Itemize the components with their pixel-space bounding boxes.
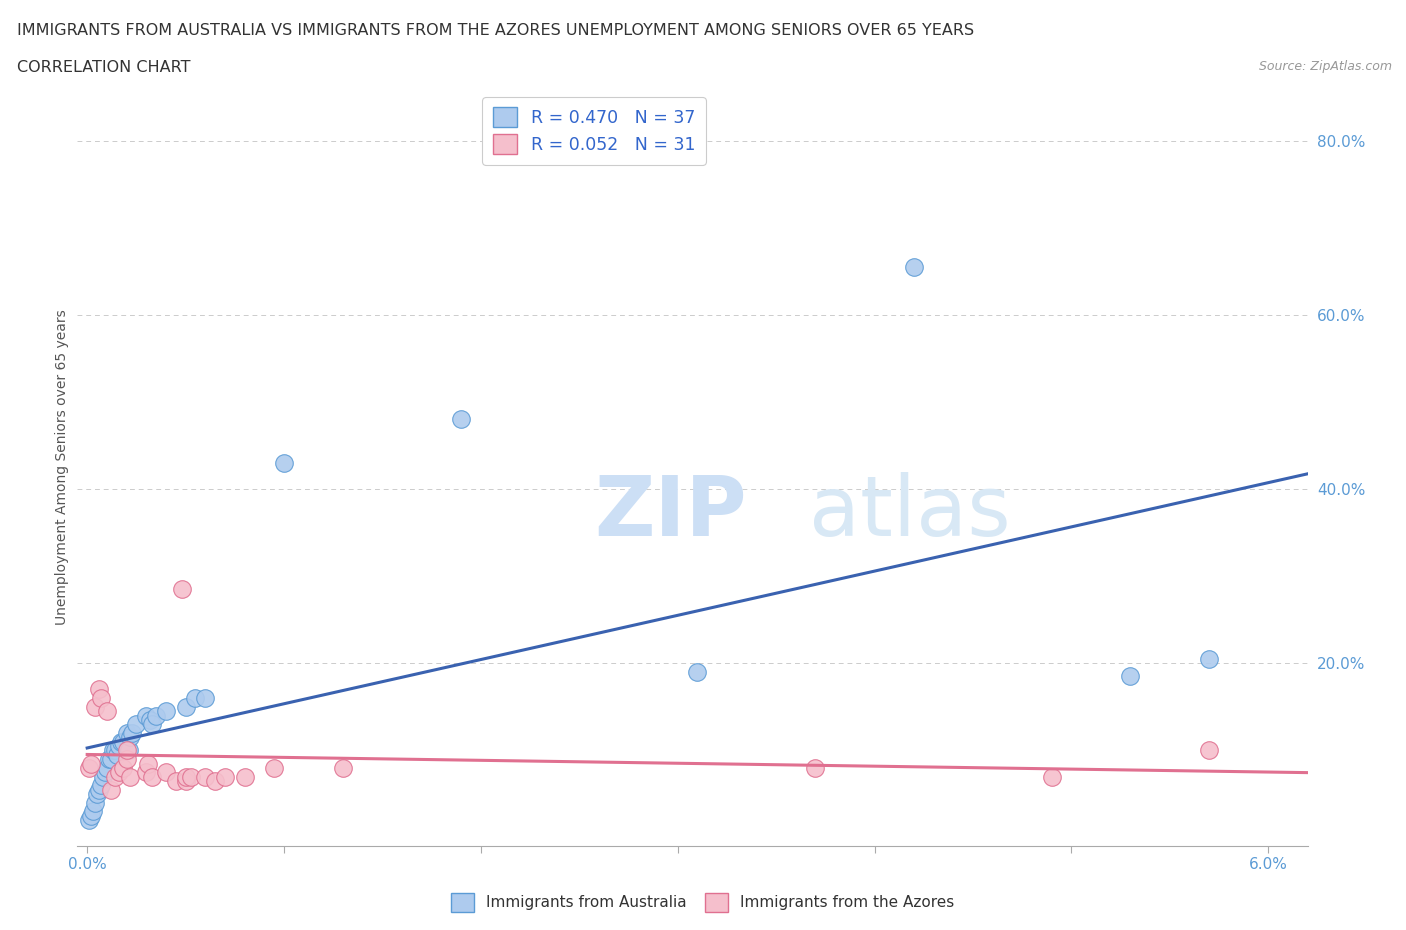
Point (180, 769, 202, 784)
Point (117, 743, 139, 758)
Point (77, 813, 100, 828)
Point (136, 756, 159, 771)
Point (87, 682, 110, 697)
Point (194, 769, 217, 784)
Point (174, 774, 197, 789)
Point (233, 769, 256, 784)
Point (121, 725, 143, 740)
Point (101, 743, 124, 758)
Legend: R = 0.470   N = 37, R = 0.052   N = 31: R = 0.470 N = 37, R = 0.052 N = 31 (482, 97, 706, 165)
Point (903, 259, 925, 274)
Point (90, 777, 112, 792)
Point (273, 456, 295, 471)
Point (96, 761, 118, 776)
Point (100, 751, 122, 766)
Point (115, 751, 138, 766)
Point (145, 708, 167, 723)
Point (686, 665, 709, 680)
Point (155, 704, 177, 719)
Point (139, 712, 162, 727)
Text: atlas: atlas (810, 472, 1011, 553)
Point (194, 691, 217, 706)
Point (214, 769, 236, 784)
Point (115, 743, 138, 758)
Point (111, 761, 134, 776)
Point (110, 735, 132, 750)
Text: ZIP: ZIP (595, 472, 747, 553)
Point (155, 764, 177, 779)
Point (104, 743, 127, 758)
Point (90, 691, 112, 706)
Point (141, 717, 163, 732)
Point (135, 708, 157, 723)
Point (174, 699, 197, 714)
Point (94, 764, 117, 779)
Legend: Immigrants from Australia, Immigrants from the Azores: Immigrants from Australia, Immigrants fr… (446, 887, 960, 918)
Point (450, 412, 472, 427)
Point (120, 769, 142, 784)
Point (135, 764, 157, 779)
Point (115, 725, 138, 740)
Point (141, 769, 163, 784)
Point (263, 761, 285, 776)
Point (107, 764, 129, 779)
Point (84, 699, 107, 714)
Point (104, 769, 127, 784)
Point (96, 704, 118, 719)
Point (82, 804, 104, 819)
Point (174, 769, 197, 784)
Point (120, 730, 142, 745)
Point (111, 735, 134, 750)
Point (80, 756, 103, 771)
Point (170, 582, 193, 597)
Text: Source: ZipAtlas.com: Source: ZipAtlas.com (1258, 60, 1392, 73)
Point (125, 717, 148, 732)
Point (1198, 743, 1220, 758)
Point (204, 774, 226, 789)
Point (332, 761, 354, 776)
Point (100, 782, 122, 797)
Point (1040, 769, 1063, 784)
Point (165, 774, 187, 789)
Text: IMMIGRANTS FROM AUSTRALIA VS IMMIGRANTS FROM THE AZORES UNEMPLOYMENT AMONG SENIO: IMMIGRANTS FROM AUSTRALIA VS IMMIGRANTS … (17, 23, 974, 38)
Point (97, 751, 120, 766)
Point (184, 691, 207, 706)
Point (1198, 652, 1220, 667)
Point (105, 748, 128, 763)
Point (1119, 669, 1142, 684)
Point (87, 782, 110, 797)
Point (86, 787, 108, 802)
Point (804, 761, 827, 776)
Point (91, 769, 114, 784)
Point (84, 795, 107, 810)
Y-axis label: Unemployment Among Seniors over 65 years: Unemployment Among Seniors over 65 years (55, 310, 69, 625)
Text: CORRELATION CHART: CORRELATION CHART (17, 60, 190, 75)
Point (107, 738, 129, 753)
Point (80, 808, 103, 823)
Point (77, 761, 100, 776)
